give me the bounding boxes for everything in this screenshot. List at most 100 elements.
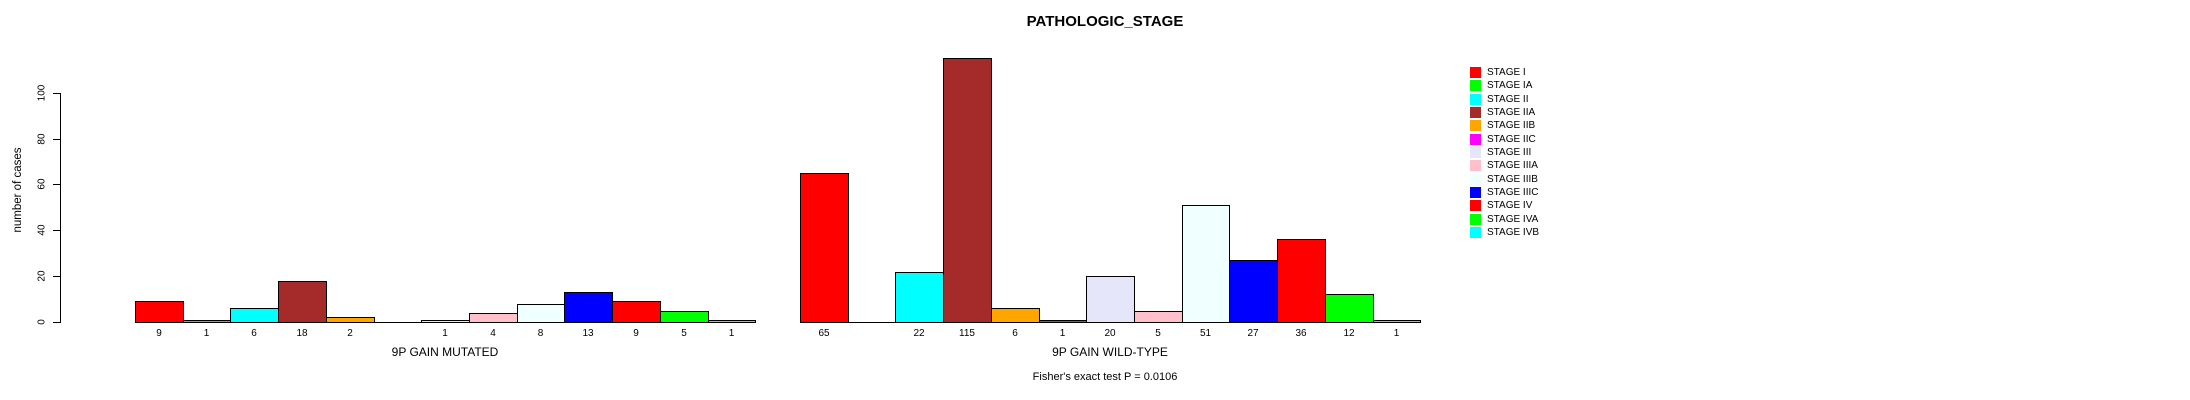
- bar-stage-iva: [1325, 294, 1374, 323]
- y-tick-label: 40: [36, 224, 48, 236]
- bar-value-label: 18: [296, 328, 308, 339]
- bar-stage-iii: [1086, 276, 1135, 323]
- y-axis-label: number of cases: [12, 147, 24, 233]
- y-tick-mark: [53, 139, 60, 140]
- bar-stage-iia: [943, 58, 992, 323]
- y-tick-label: 60: [36, 178, 48, 190]
- legend-item: STAGE IVA: [1470, 213, 1538, 226]
- legend-item: STAGE IIIC: [1470, 186, 1539, 199]
- legend-item: STAGE II: [1470, 93, 1529, 106]
- legend-label: STAGE IA: [1487, 80, 1533, 91]
- bar-value-label: 22: [913, 328, 925, 339]
- bar-value-label: 9: [633, 328, 639, 339]
- legend-swatch: [1470, 200, 1481, 211]
- legend-swatch: [1470, 214, 1481, 225]
- bar-stage-ii: [230, 308, 279, 323]
- legend-swatch: [1470, 227, 1481, 238]
- bar-stage-iia: [278, 281, 327, 323]
- bar-value-label: 1: [203, 328, 210, 339]
- bar-stage-iv: [1277, 239, 1326, 323]
- fisher-test-result: Fisher's exact test P = 0.0106: [1032, 371, 1178, 383]
- legend-swatch: [1470, 107, 1481, 118]
- legend-label: STAGE IIC: [1487, 134, 1536, 145]
- legend-item: STAGE IIIB: [1470, 173, 1538, 186]
- legend-swatch: [1470, 67, 1481, 78]
- chart-title: PATHOLOGIC_STAGE: [1026, 13, 1184, 30]
- legend-item: STAGE IIC: [1470, 133, 1536, 146]
- bar-value-label: 5: [681, 328, 687, 339]
- x-axis-group-label: 9P GAIN WILD-TYPE: [1052, 345, 1168, 359]
- y-tick-label: 0: [36, 319, 48, 325]
- bar-stage-iiia: [469, 313, 518, 323]
- bar-stage-iv: [612, 301, 661, 323]
- legend-swatch: [1470, 174, 1481, 185]
- bar-value-label: 5: [1155, 328, 1161, 339]
- y-tick-label: 80: [36, 133, 48, 145]
- bar-value-label: 1: [1393, 328, 1400, 339]
- legend-label: STAGE IIB: [1487, 120, 1536, 131]
- legend-label: STAGE III: [1487, 147, 1532, 158]
- bar-stage-iiic: [564, 292, 613, 323]
- bar-stage-i: [800, 173, 849, 323]
- bar-stage-iib: [326, 317, 375, 323]
- legend-label: STAGE IIIC: [1487, 187, 1539, 198]
- bar-stage-iva: [660, 311, 709, 323]
- legend-label: STAGE I: [1487, 67, 1526, 78]
- bar-value-label: 6: [1012, 328, 1018, 339]
- bar-value-label: 36: [1295, 328, 1307, 339]
- bar-value-label: 1: [1059, 328, 1066, 339]
- bar-stage-iiib: [1182, 205, 1230, 323]
- x-axis-group-label: 9P GAIN MUTATED: [391, 345, 499, 359]
- legend-label: STAGE IVB: [1487, 227, 1540, 238]
- bar-stage-i: [135, 301, 184, 323]
- legend-label: STAGE IVA: [1487, 214, 1539, 225]
- bar-stage-ivb: [1373, 320, 1421, 323]
- legend-label: STAGE IIA: [1487, 107, 1536, 118]
- y-axis-line: [60, 93, 61, 323]
- legend-item: STAGE IIIA: [1470, 159, 1538, 172]
- bar-stage-ii: [895, 272, 944, 323]
- y-tick-label: 100: [36, 84, 48, 102]
- bar-value-label: 51: [1199, 328, 1212, 339]
- legend-item: STAGE III: [1470, 146, 1531, 159]
- legend-swatch: [1470, 134, 1481, 145]
- bar-stage-ivb: [708, 320, 756, 323]
- legend-swatch: [1470, 80, 1481, 91]
- legend-item: STAGE IV: [1470, 199, 1532, 212]
- bar-value-label: 115: [959, 328, 975, 339]
- legend-item: STAGE IVB: [1470, 226, 1539, 239]
- legend-label: STAGE IIIA: [1487, 160, 1538, 171]
- bar-value-label: 20: [1104, 328, 1116, 339]
- legend-item: STAGE I: [1470, 66, 1526, 79]
- bar-value-label: 13: [582, 328, 594, 339]
- legend-label: STAGE IV: [1487, 200, 1533, 211]
- legend-swatch: [1470, 187, 1481, 198]
- bar-value-label: 1: [442, 328, 448, 339]
- legend-label: STAGE IIIB: [1487, 174, 1538, 185]
- bar-value-label: 27: [1247, 328, 1259, 339]
- bar-value-label: 1: [728, 328, 735, 339]
- bar-value-label: 6: [251, 328, 257, 339]
- bar-stage-iib: [991, 308, 1040, 323]
- legend-swatch: [1470, 160, 1481, 171]
- legend-item: STAGE IIB: [1470, 119, 1535, 132]
- legend-item: STAGE IIA: [1470, 106, 1535, 119]
- bar-stage-iiic: [1229, 260, 1278, 323]
- bar-stage-iii: [421, 320, 470, 323]
- bar-stage-ia: [183, 320, 231, 323]
- bar-stage-iic: [1039, 320, 1087, 323]
- bar-value-label: 9: [156, 328, 162, 339]
- y-tick-mark: [53, 276, 60, 277]
- bar-value-label: 65: [818, 328, 830, 339]
- y-tick-mark: [53, 230, 60, 231]
- bar-stage-iiia: [1134, 311, 1183, 323]
- legend-swatch: [1470, 94, 1481, 105]
- y-tick-mark: [53, 322, 60, 323]
- bar-value-label: 4: [490, 328, 496, 339]
- bar-value-label: 8: [537, 328, 544, 339]
- bar-value-label: 2: [347, 328, 353, 339]
- bar-stage-iiib: [517, 304, 565, 323]
- legend-item: STAGE IA: [1470, 79, 1532, 92]
- bar-value-label: 12: [1343, 328, 1355, 339]
